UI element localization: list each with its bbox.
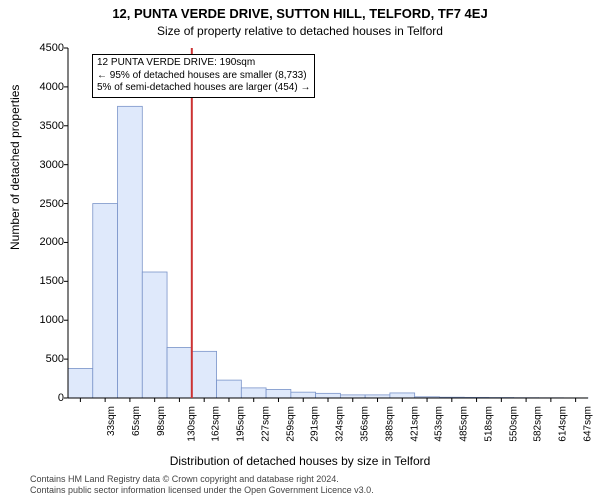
histogram-bar (241, 388, 266, 398)
x-tick-label: 614sqm (558, 406, 569, 442)
x-tick-label: 227sqm (261, 406, 272, 442)
histogram-bar (266, 389, 291, 398)
x-axis-label: Distribution of detached houses by size … (0, 454, 600, 468)
x-tick-label: 33sqm (106, 406, 117, 436)
x-tick-label: 291sqm (310, 406, 321, 442)
histogram-svg (68, 48, 588, 398)
y-tick-label: 2500 (24, 198, 64, 210)
x-tick-label: 550sqm (508, 406, 519, 442)
y-tick-label: 2000 (24, 236, 64, 248)
chart-title-main: 12, PUNTA VERDE DRIVE, SUTTON HILL, TELF… (0, 6, 600, 21)
histogram-bar (316, 393, 341, 398)
histogram-bar (142, 272, 167, 398)
x-tick-label: 453sqm (434, 406, 445, 442)
histogram-bar (167, 347, 192, 398)
x-tick-label: 65sqm (131, 406, 142, 436)
y-tick-label: 4500 (24, 42, 64, 54)
chart-title-sub: Size of property relative to detached ho… (0, 24, 600, 38)
footnote-line1: Contains HM Land Registry data © Crown c… (30, 474, 374, 485)
x-tick-label: 195sqm (236, 406, 247, 442)
x-tick-label: 388sqm (384, 406, 395, 442)
x-tick-label: 130sqm (186, 406, 197, 442)
x-tick-label: 98sqm (156, 406, 167, 436)
histogram-bar (118, 106, 143, 398)
plot-area: 12 PUNTA VERDE DRIVE: 190sqm ← 95% of de… (68, 48, 588, 398)
y-axis-label: Number of detached properties (8, 85, 22, 250)
histogram-bar (93, 204, 118, 398)
x-tick-label: 647sqm (582, 406, 593, 442)
x-tick-label: 324sqm (335, 406, 346, 442)
annotation-line3: 5% of semi-detached houses are larger (4… (97, 82, 310, 95)
x-tick-label: 259sqm (285, 406, 296, 442)
annotation-box: 12 PUNTA VERDE DRIVE: 190sqm ← 95% of de… (92, 54, 315, 98)
footnote-line2: Contains public sector information licen… (30, 485, 374, 496)
x-tick-label: 518sqm (483, 406, 494, 442)
x-tick-label: 582sqm (533, 406, 544, 442)
annotation-line1: 12 PUNTA VERDE DRIVE: 190sqm (97, 57, 310, 70)
y-tick-label: 3000 (24, 159, 64, 171)
histogram-bar (390, 393, 415, 398)
x-tick-label: 421sqm (409, 406, 420, 442)
x-tick-label: 356sqm (360, 406, 371, 442)
x-tick-label: 162sqm (211, 406, 222, 442)
histogram-bar (192, 351, 217, 398)
y-tick-label: 500 (24, 353, 64, 365)
y-tick-label: 4000 (24, 81, 64, 93)
footnote: Contains HM Land Registry data © Crown c… (30, 474, 374, 496)
y-tick-label: 0 (24, 392, 64, 404)
histogram-bar (217, 380, 242, 398)
y-tick-label: 1500 (24, 275, 64, 287)
y-tick-label: 3500 (24, 120, 64, 132)
histogram-bar (68, 368, 93, 398)
histogram-bar (291, 392, 316, 398)
y-tick-label: 1000 (24, 314, 64, 326)
chart-container: 12, PUNTA VERDE DRIVE, SUTTON HILL, TELF… (0, 0, 600, 500)
x-tick-label: 485sqm (459, 406, 470, 442)
annotation-line2: ← 95% of detached houses are smaller (8,… (97, 70, 310, 83)
